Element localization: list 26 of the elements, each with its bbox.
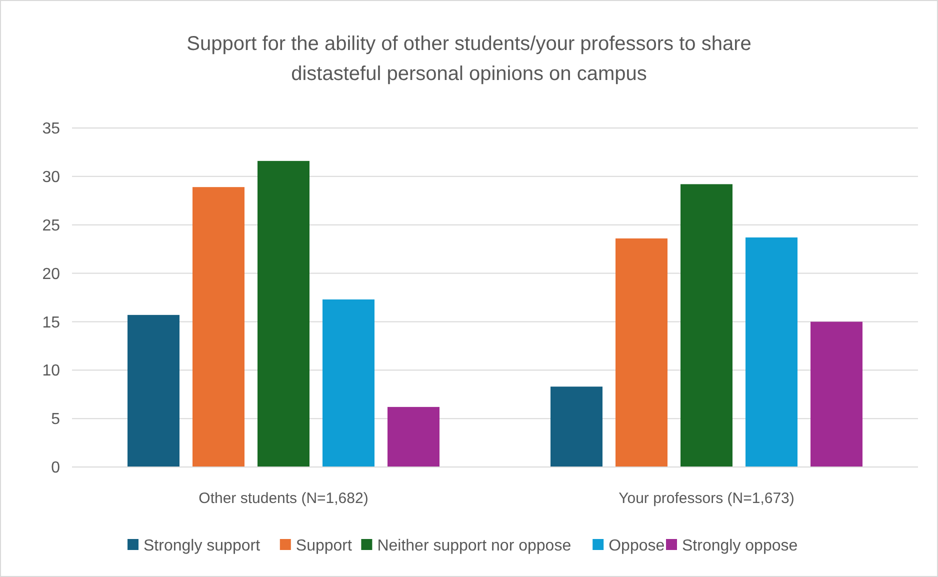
- bar: [322, 299, 374, 467]
- y-tick-label: 20: [42, 266, 60, 283]
- x-tick-label: Your professors (N=1,673): [618, 490, 794, 507]
- legend-label: Support: [296, 538, 352, 555]
- y-tick-label: 30: [42, 169, 60, 186]
- y-tick-label: 25: [42, 217, 60, 234]
- y-tick-label: 0: [51, 460, 60, 477]
- legend-label: Strongly oppose: [682, 538, 798, 555]
- bar: [550, 386, 602, 467]
- legend-label: Neither support nor oppose: [377, 538, 572, 555]
- bar: [810, 322, 862, 467]
- y-tick-label: 35: [42, 120, 60, 138]
- bar: [192, 187, 244, 467]
- bar: [258, 160, 310, 467]
- y-tick-label: 5: [51, 411, 60, 428]
- bar: [746, 237, 798, 467]
- bar: [680, 184, 732, 467]
- x-tick-label: Other students (N=1,682): [198, 490, 368, 507]
- bar: [388, 406, 440, 467]
- legend-label: Oppose: [608, 538, 665, 555]
- legend-label: Strongly support: [144, 538, 261, 555]
- chart-title: Support for the ability of other students/your professors to share distasteful personal opinions on campus: [186, 33, 752, 85]
- y-tick-label: 15: [42, 314, 60, 332]
- bar: [128, 314, 180, 467]
- y-tick-label: 10: [42, 362, 60, 380]
- bar: [616, 238, 668, 467]
